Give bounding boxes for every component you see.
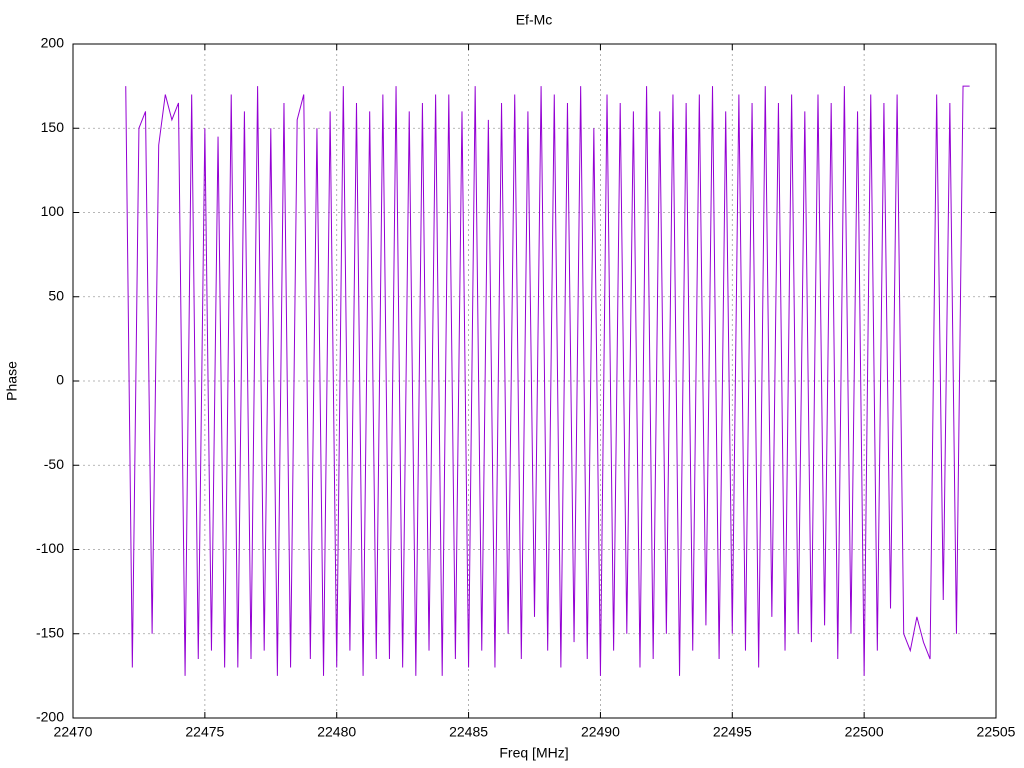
x-tick-label: 22480 (317, 724, 356, 740)
plot (125, 85, 970, 676)
y-tick-label: -50 (44, 456, 64, 472)
x-tick-label: 22495 (713, 724, 752, 740)
y-tick-label: 0 (56, 372, 64, 388)
y-tick-label: 200 (41, 35, 65, 51)
y-tick-label: -150 (36, 624, 64, 640)
x-tick-label: 22475 (185, 724, 224, 740)
x-tick-label: 22500 (845, 724, 884, 740)
x-tick-label: 22485 (449, 724, 488, 740)
x-tick-label: 22470 (54, 724, 93, 740)
y-tick-label: -200 (36, 709, 64, 725)
x-tick-label: 22490 (581, 724, 620, 740)
x-axis-label: Freq [MHz] (499, 745, 568, 761)
x-tick-label: 22505 (977, 724, 1016, 740)
chart-title: Ef-Mc (516, 12, 553, 28)
y-tick-label: -100 (36, 540, 64, 556)
y-axis-label: Phase (4, 361, 20, 401)
plot-frame (72, 43, 997, 719)
y-tick-label: 100 (41, 203, 65, 219)
y-tick-label: 50 (48, 287, 64, 303)
y-tick-label: 150 (41, 119, 65, 135)
data-line (125, 85, 970, 676)
